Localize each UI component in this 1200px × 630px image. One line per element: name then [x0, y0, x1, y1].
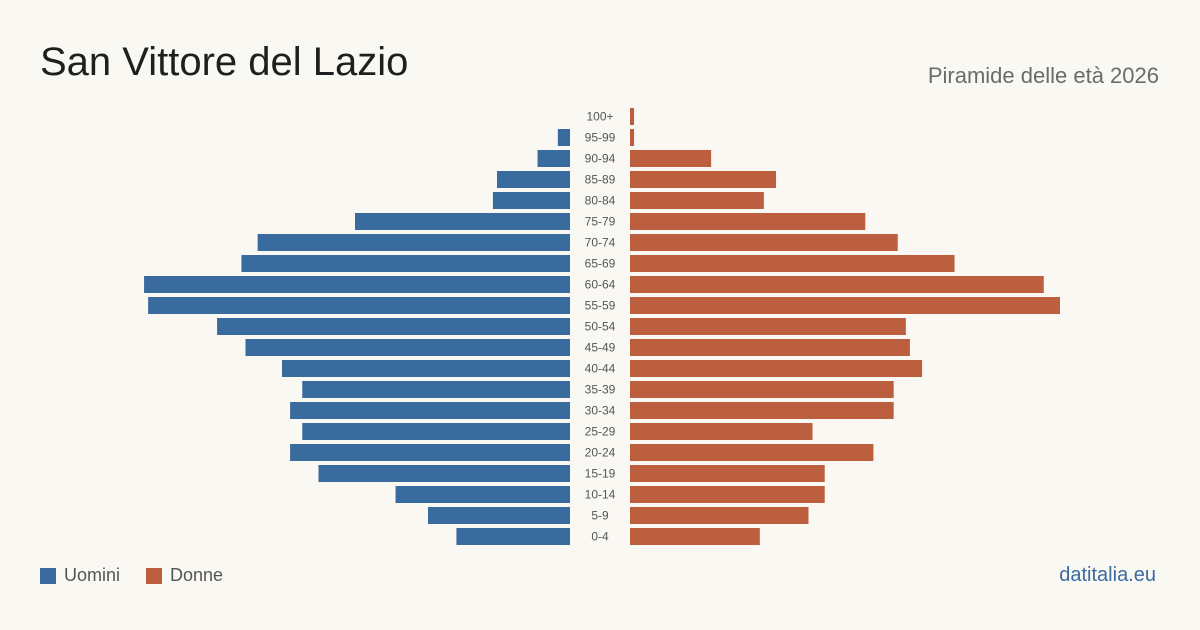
- age-label-55-59: 55-59: [585, 299, 616, 313]
- bar-men-30-34: [290, 402, 570, 419]
- bar-women-20-24: [630, 444, 874, 461]
- age-label-50-54: 50-54: [585, 320, 616, 334]
- bar-women-100+: [630, 108, 635, 125]
- bar-men-90-94: [537, 150, 570, 167]
- legend-item-men: Uomini: [40, 565, 120, 586]
- legend-swatch-women: [146, 567, 163, 584]
- bar-women-80-84: [630, 192, 764, 209]
- bar-men-35-39: [302, 381, 570, 398]
- page-title: San Vittore del Lazio: [40, 40, 409, 84]
- bar-women-40-44: [630, 360, 923, 377]
- age-label-80-84: 80-84: [585, 194, 616, 208]
- bar-women-75-79: [630, 213, 866, 230]
- bar-men-80-84: [492, 192, 570, 209]
- age-label-40-44: 40-44: [585, 362, 616, 376]
- bar-women-55-59: [630, 297, 1060, 314]
- bar-women-95-99: [630, 129, 635, 146]
- age-label-30-34: 30-34: [585, 404, 616, 418]
- bar-men-85-89: [496, 171, 570, 188]
- bar-women-15-19: [630, 465, 825, 482]
- bar-men-65-69: [241, 255, 570, 272]
- bar-men-25-29: [302, 423, 570, 440]
- age-label-60-64: 60-64: [585, 278, 616, 292]
- bar-men-75-79: [355, 213, 570, 230]
- age-label-95-99: 95-99: [585, 131, 616, 145]
- bar-women-85-89: [630, 171, 777, 188]
- bar-women-5-9: [630, 507, 809, 524]
- age-label-100+: 100+: [586, 110, 613, 124]
- age-label-5-9: 5-9: [591, 509, 609, 523]
- brand-link[interactable]: datitalia.eu: [1059, 564, 1156, 586]
- chart-subtitle: Piramide delle età 2026: [927, 63, 1159, 88]
- bar-women-90-94: [630, 150, 712, 167]
- age-label-75-79: 75-79: [585, 215, 616, 229]
- bar-men-10-14: [395, 486, 570, 503]
- bar-women-30-34: [630, 402, 894, 419]
- bar-women-25-29: [630, 423, 813, 440]
- age-label-85-89: 85-89: [585, 173, 616, 187]
- legend-label-women: Donne: [170, 565, 224, 585]
- bar-men-5-9: [428, 507, 570, 524]
- bar-women-60-64: [630, 276, 1044, 293]
- bar-women-45-49: [630, 339, 910, 356]
- bar-women-70-74: [630, 234, 898, 251]
- legend-label-men: Uomini: [64, 565, 121, 585]
- bar-men-15-19: [318, 465, 570, 482]
- age-label-25-29: 25-29: [585, 425, 616, 439]
- bar-men-55-59: [148, 297, 570, 314]
- bar-women-65-69: [630, 255, 955, 272]
- legend: Uomini Donne: [40, 565, 223, 586]
- bar-men-60-64: [144, 276, 570, 293]
- age-label-20-24: 20-24: [585, 446, 616, 460]
- bar-women-35-39: [630, 381, 894, 398]
- bar-men-70-74: [257, 234, 570, 251]
- age-label-0-4: 0-4: [591, 530, 609, 544]
- bar-men-0-4: [456, 528, 570, 545]
- legend-item-women: Donne: [146, 565, 223, 586]
- bar-women-10-14: [630, 486, 825, 503]
- age-label-15-19: 15-19: [585, 467, 616, 481]
- age-label-35-39: 35-39: [585, 383, 616, 397]
- bar-men-40-44: [281, 360, 570, 377]
- bar-men-95-99: [557, 129, 570, 146]
- bar-men-45-49: [245, 339, 571, 356]
- age-label-70-74: 70-74: [585, 236, 616, 250]
- legend-swatch-men: [40, 567, 56, 584]
- age-label-90-94: 90-94: [585, 152, 616, 166]
- bar-men-50-54: [217, 318, 570, 335]
- bar-men-20-24: [290, 444, 570, 461]
- age-label-65-69: 65-69: [585, 257, 616, 271]
- bar-women-50-54: [630, 318, 906, 335]
- bar-women-0-4: [630, 528, 760, 545]
- age-label-45-49: 45-49: [585, 341, 616, 355]
- age-label-10-14: 10-14: [585, 488, 616, 502]
